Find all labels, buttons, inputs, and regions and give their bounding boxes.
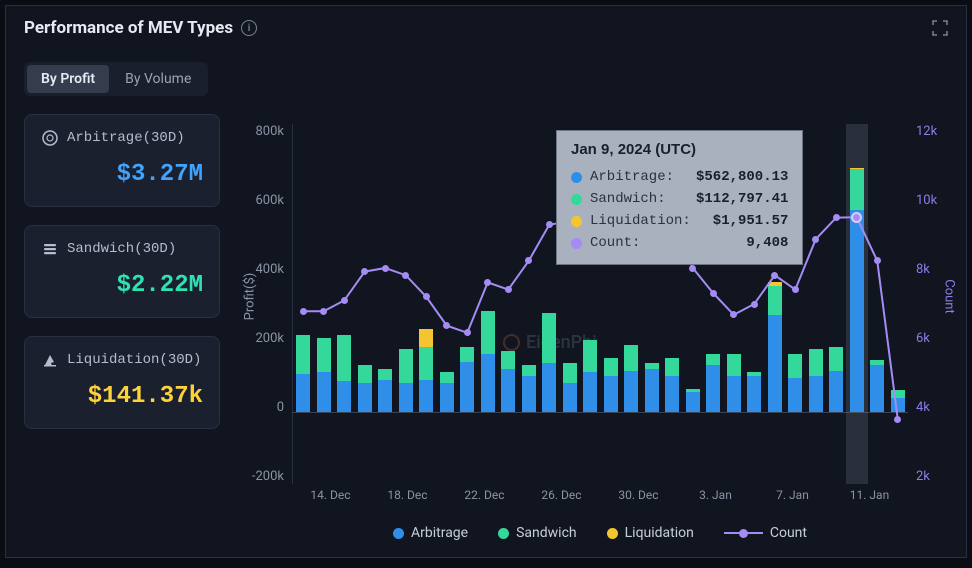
y-left-tick: 600k <box>234 193 284 208</box>
x-tick: 26. Dec <box>523 488 600 502</box>
x-tick: 30. Dec <box>600 488 677 502</box>
count-marker <box>689 265 696 272</box>
count-marker <box>710 290 717 297</box>
count-marker <box>851 212 862 223</box>
chart-tooltip: Jan 9, 2024 (UTC) Arbitrage: $562,800.13… <box>556 130 803 265</box>
count-marker <box>505 286 512 293</box>
tab-by-volume[interactable]: By Volume <box>111 65 205 93</box>
y-left-tick: -200k <box>234 469 284 484</box>
dashboard-panel: Performance of MEV Types i By Profit By … <box>5 5 967 558</box>
count-marker <box>423 293 430 300</box>
x-tick: 22. Dec <box>446 488 523 502</box>
legend: Arbitrage Sandwich Liquidation Count <box>292 525 908 541</box>
count-marker <box>894 416 901 423</box>
count-marker <box>771 272 778 279</box>
x-tick: 3. Jan <box>677 488 754 502</box>
summary-card-arbitrage[interactable]: Arbitrage(30D) $3.27M <box>24 114 220 207</box>
arbitrage-icon <box>41 129 59 147</box>
card-value: $2.22M <box>41 272 203 299</box>
y-left-tick: 0 <box>234 400 284 415</box>
y-right-tick: 6k <box>916 331 952 346</box>
panel-header: Performance of MEV Types i <box>6 6 966 44</box>
count-marker <box>341 297 348 304</box>
count-marker <box>792 286 799 293</box>
tooltip-row: Arbitrage: $562,800.13 <box>571 166 788 188</box>
expand-icon[interactable] <box>932 20 948 36</box>
x-axis: 14. Dec18. Dec22. Dec26. Dec30. Dec3. Ja… <box>292 488 908 502</box>
tab-group: By Profit By Volume <box>24 62 208 96</box>
summary-card-sandwich[interactable]: Sandwich(30D) $2.22M <box>24 225 220 318</box>
count-marker <box>751 301 758 308</box>
card-label: Arbitrage(30D) <box>67 130 185 146</box>
panel-title: Performance of MEV Types <box>24 18 233 38</box>
tooltip-row: Liquidation: $1,951.57 <box>571 210 788 232</box>
y-left-tick: 800k <box>234 124 284 139</box>
legend-arbitrage[interactable]: Arbitrage <box>393 525 468 541</box>
info-icon[interactable]: i <box>241 20 257 36</box>
card-value: $3.27M <box>41 161 203 188</box>
y-right-tick: 2k <box>916 469 952 484</box>
x-tick: 11. Jan <box>831 488 908 502</box>
count-marker <box>382 265 389 272</box>
card-value: $141.37k <box>41 383 203 410</box>
legend-sandwich[interactable]: Sandwich <box>498 525 577 541</box>
liquidation-icon <box>41 351 59 369</box>
y-left-tick: 200k <box>234 331 284 346</box>
summary-cards: Arbitrage(30D) $3.27M Sandwich(30D) $2.2… <box>24 114 220 545</box>
count-marker <box>320 308 327 315</box>
y-axis-right: 12k 10k 8k 6k 4k 2k <box>916 124 952 484</box>
count-marker <box>402 272 409 279</box>
x-tick: 14. Dec <box>292 488 369 502</box>
tooltip-title: Jan 9, 2024 (UTC) <box>571 141 788 158</box>
legend-liquidation[interactable]: Liquidation <box>607 525 694 541</box>
count-marker <box>300 308 307 315</box>
y-right-tick: 10k <box>916 193 952 208</box>
sandwich-icon <box>41 240 59 258</box>
x-tick: 7. Jan <box>754 488 831 502</box>
legend-count[interactable]: Count <box>724 525 807 541</box>
tooltip-row: Sandwich: $112,797.41 <box>571 188 788 210</box>
y-axis-left: 800k 600k 400k 200k 0 -200k <box>234 124 284 484</box>
y-right-tick: 8k <box>916 262 952 277</box>
y-right-tick: 12k <box>916 124 952 139</box>
chart: Profit($) Count 800k600k400k200k0-200k 1… <box>234 114 952 545</box>
card-label: Sandwich(30D) <box>67 241 176 257</box>
tab-by-profit[interactable]: By Profit <box>27 65 109 93</box>
count-marker <box>833 214 840 221</box>
card-label: Liquidation(30D) <box>67 352 201 368</box>
x-tick: 18. Dec <box>369 488 446 502</box>
count-marker <box>812 236 819 243</box>
y-left-tick: 400k <box>234 262 284 277</box>
summary-card-liquidation[interactable]: Liquidation(30D) $141.37k <box>24 336 220 429</box>
y-right-tick: 4k <box>916 400 952 415</box>
tooltip-row: Count: 9,408 <box>571 232 788 254</box>
